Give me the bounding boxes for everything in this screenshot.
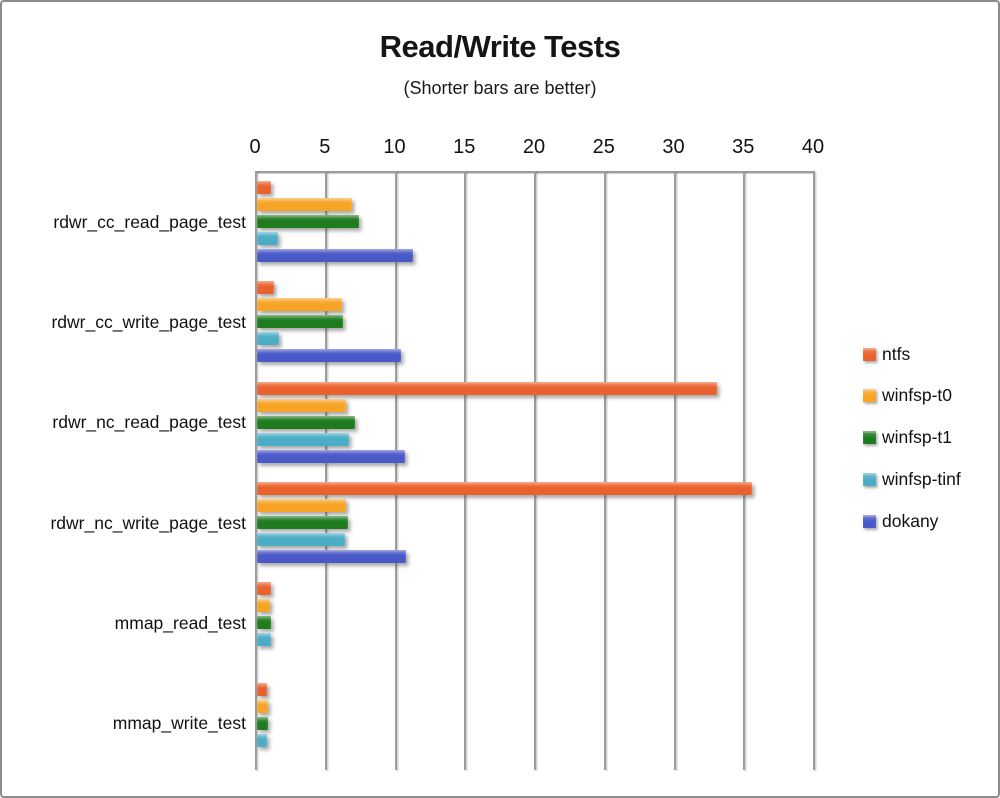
gridline-x-15 — [464, 171, 467, 770]
gridline-x-10 — [394, 171, 397, 770]
legend-label-winfsp-t0: winfsp-t0 — [882, 385, 953, 406]
bar-winfsp-t0-rdwr_nc_write_page_test — [257, 498, 347, 512]
legend-label-winfsp-t1: winfsp-t1 — [882, 427, 953, 448]
bar-winfsp-t1-mmap_write_test — [257, 716, 269, 730]
bar-dokany-rdwr_cc_read_page_test — [257, 249, 414, 262]
bar-ntfs-mmap_write_test — [257, 682, 267, 696]
legend-item-winfsp-t1: winfsp-t1 — [863, 427, 952, 449]
bar-winfsp-t0-rdwr_nc_read_page_test — [257, 398, 347, 412]
legend-item-winfsp-tinf: winfsp-tinf — [863, 468, 961, 490]
x-tick-label-40: 40 — [801, 136, 825, 158]
legend-item-ntfs: ntfs — [863, 343, 910, 365]
bar-winfsp-tinf-rdwr_nc_read_page_test — [257, 432, 350, 446]
x-tick-label-30: 30 — [662, 136, 685, 158]
bar-winfsp-tinf-rdwr_nc_write_page_test — [257, 532, 345, 546]
gridline-x-20 — [534, 171, 536, 770]
bar-winfsp-tinf-rdwr_cc_write_page_test — [257, 332, 280, 346]
category-label-mmap_write_test: mmap_write_test — [112, 713, 246, 734]
category-label-rdwr_cc_write_page_test: rdwr_cc_write_page_test — [51, 312, 246, 333]
plot-area — [255, 171, 815, 770]
gridline-x-40 — [813, 171, 815, 770]
bar-ntfs-rdwr_nc_write_page_test — [257, 481, 753, 495]
legend-label-dokany: dokany — [882, 510, 939, 531]
x-tick-label-35: 35 — [732, 136, 755, 158]
bar-winfsp-tinf-rdwr_cc_read_page_test — [257, 232, 278, 245]
x-tick-label-20: 20 — [522, 136, 546, 158]
bar-ntfs-mmap_read_test — [257, 582, 271, 596]
chart-subtitle: (Shorter bars are better) — [403, 78, 597, 98]
bar-dokany-rdwr_cc_write_page_test — [257, 349, 401, 363]
category-label-rdwr_nc_read_page_test: rdwr_nc_read_page_test — [52, 412, 246, 433]
bar-winfsp-t0-mmap_write_test — [257, 699, 269, 713]
category-label-rdwr_cc_read_page_test: rdwr_cc_read_page_test — [53, 211, 246, 232]
gridline-x-0 — [255, 171, 257, 770]
x-tick-label-15: 15 — [453, 136, 476, 158]
legend-swatch-dokany — [863, 514, 876, 528]
bar-ntfs-rdwr_nc_read_page_test — [257, 381, 718, 395]
x-tick-label-5: 5 — [319, 136, 331, 158]
legend-label-ntfs: ntfs — [882, 343, 911, 364]
gridline-x-35 — [743, 171, 746, 770]
bar-winfsp-t0-mmap_read_test — [257, 599, 270, 613]
chart-title: Read/Write Tests — [379, 29, 621, 64]
legend-swatch-winfsp-tinf — [863, 472, 876, 486]
category-label-rdwr_nc_write_page_test: rdwr_nc_write_page_test — [50, 512, 246, 533]
gridline-x-30 — [673, 171, 676, 770]
bar-winfsp-t1-rdwr_cc_write_page_test — [257, 315, 344, 329]
legend-swatch-ntfs — [863, 347, 876, 361]
bar-dokany-rdwr_nc_write_page_test — [257, 549, 407, 563]
bar-winfsp-tinf-mmap_read_test — [257, 633, 271, 647]
category-label-mmap_read_test: mmap_read_test — [114, 612, 246, 633]
legend-swatch-winfsp-t1 — [863, 431, 876, 445]
legend-item-dokany: dokany — [863, 510, 938, 532]
bar-winfsp-tinf-mmap_write_test — [257, 733, 267, 747]
bar-winfsp-t1-rdwr_nc_read_page_test — [257, 415, 355, 429]
bar-winfsp-t1-rdwr_cc_read_page_test — [257, 215, 359, 228]
legend-label-winfsp-tinf: winfsp-tinf — [882, 468, 961, 489]
bar-ntfs-rdwr_cc_read_page_test — [257, 181, 271, 194]
legend-item-winfsp-t0: winfsp-t0 — [863, 385, 952, 407]
x-tick-label-0: 0 — [249, 136, 261, 158]
gridline-x-5 — [324, 171, 327, 770]
x-tick-label-25: 25 — [592, 136, 615, 158]
bar-winfsp-t0-rdwr_cc_write_page_test — [257, 298, 343, 312]
bar-winfsp-t1-mmap_read_test — [257, 616, 271, 630]
bar-dokany-rdwr_nc_read_page_test — [257, 449, 405, 463]
legend-swatch-winfsp-t0 — [863, 389, 876, 403]
x-tick-label-10: 10 — [383, 136, 406, 158]
gridline-x-25 — [603, 171, 606, 770]
bar-ntfs-rdwr_cc_write_page_test — [257, 281, 274, 295]
bar-winfsp-t0-rdwr_cc_read_page_test — [257, 198, 352, 211]
bar-winfsp-t1-rdwr_nc_write_page_test — [257, 515, 348, 529]
